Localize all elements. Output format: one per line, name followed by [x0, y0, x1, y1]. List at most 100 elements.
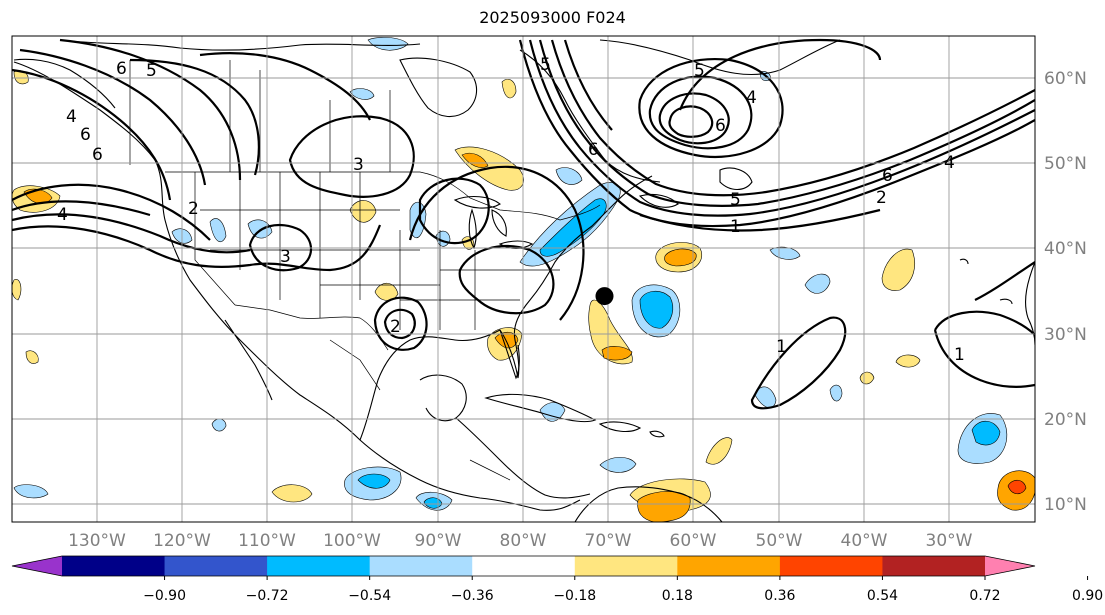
- shade-52w-blue: [769, 246, 801, 260]
- contour-label: 2: [876, 188, 887, 208]
- contour-pac-4: [129, 58, 260, 176]
- coast-arctic: [59, 39, 421, 51]
- contour-atl-1d: [974, 261, 1035, 301]
- lon-tick-label: 40°W: [841, 531, 888, 551]
- lon-axis: 130°W 120°W 110°W 100°W 90°W 80°W 70°W 6…: [68, 531, 973, 551]
- coast-pr: [649, 430, 665, 438]
- contour-label: 4: [57, 205, 68, 225]
- contour-low-2: [373, 296, 428, 351]
- contour-label: 5: [146, 61, 157, 81]
- contour-pac-3: [59, 38, 242, 181]
- map-title: 2025093000 F024: [479, 8, 626, 27]
- map-frame-bg: [12, 36, 1035, 522]
- contour-pac-2: [19, 48, 207, 186]
- shade-carib-blue: [599, 457, 637, 473]
- coast-yucatan: [419, 374, 467, 422]
- contour-atl-1c: [933, 329, 1035, 388]
- map-layer: 6 5 6 4 3 3 2 2 6 5 6 4 6 2 4 1 1 1 5 5 …: [12, 36, 1035, 522]
- coast-hispaniola: [598, 421, 642, 433]
- shade-hudson-blue: [367, 37, 409, 51]
- contour-west-1: [12, 224, 382, 272]
- lon-tick-label: 130°W: [68, 531, 126, 551]
- contour-trough-2: [458, 245, 555, 315]
- coast-hudson: [399, 57, 478, 118]
- colorbar-extend-low: [12, 556, 62, 576]
- colorbar-swatch: [267, 556, 371, 576]
- shade-42w-yellow: [859, 371, 875, 385]
- lon-tick-label: 50°W: [756, 531, 803, 551]
- colorbar-swatch: [574, 556, 678, 576]
- shade-pac-mid: [357, 473, 391, 489]
- coast-alaska: [13, 58, 116, 109]
- colorbar-label: −0.72: [246, 588, 289, 604]
- border-mexico: [329, 339, 381, 391]
- shade-pac-blue-sm: [211, 418, 227, 432]
- shade-45w-blue: [804, 273, 831, 294]
- coast-west-na: [13, 61, 581, 511]
- contour-label: 1: [954, 345, 965, 365]
- colorbar-label: 0.54: [867, 588, 898, 604]
- colorbar-swatch: [677, 556, 781, 576]
- colorbar-label: 0.72: [969, 588, 1000, 604]
- shade-32w-yellow: [895, 354, 921, 368]
- contour-nlow-2: [648, 75, 753, 150]
- shade-kansas-yellow: [349, 200, 377, 223]
- coast-labrador: [519, 49, 661, 183]
- colorbar-extend-high: [985, 556, 1035, 576]
- contour-ridge-4: [550, 39, 1035, 197]
- shade-west-blue: [13, 484, 49, 499]
- lon-tick-label: 70°W: [585, 531, 632, 551]
- colorbar-label: −0.18: [553, 588, 596, 604]
- lon-tick-label: 80°W: [500, 531, 547, 551]
- coast-nova-scotia: [638, 193, 679, 208]
- contour-label: 2: [188, 199, 199, 219]
- shade-60w-orange: [664, 248, 697, 267]
- contour-label: 6: [80, 125, 91, 145]
- contour-west-3: [12, 200, 151, 217]
- border-us-canada: [165, 171, 601, 221]
- lat-tick-label: 40°N: [1044, 239, 1087, 259]
- shade-atl-orange: [601, 346, 633, 361]
- contour-labels: 6 5 6 4 3 3 2 2 6 5 6 4 6 2 4 1 1 1 5 5 …: [57, 55, 965, 365]
- lon-tick-label: 100°W: [323, 531, 381, 551]
- coast-cuba: [484, 393, 597, 423]
- shade-rockies-blue2: [209, 218, 227, 243]
- colorbar-label: 0.90: [1072, 588, 1103, 604]
- lon-tick-label: 110°W: [238, 531, 296, 551]
- contour-label: 4: [944, 153, 955, 173]
- contour-label: 3: [280, 247, 291, 267]
- colorbar-swatch: [62, 556, 166, 576]
- contour-west-4: [12, 183, 211, 241]
- contour-atl-1a: [750, 316, 847, 410]
- contour-low-3: [288, 115, 415, 198]
- lake-huron: [491, 209, 507, 237]
- lon-tick-label: 30°W: [926, 531, 973, 551]
- colorbar-swatch: [472, 556, 576, 576]
- contour-trough-3: [408, 165, 585, 321]
- coast-newfoundland: [719, 167, 753, 191]
- contour-label: 5: [540, 55, 551, 75]
- contour-label: 5: [694, 61, 705, 81]
- contour-low-3b: [248, 223, 313, 272]
- shade-atl-mid: [639, 291, 674, 329]
- lat-tick-label: 10°N: [1044, 495, 1087, 515]
- contour-mid-1: [639, 208, 881, 232]
- colorbar-label: 0.36: [764, 588, 795, 604]
- shade-canada-blue: [349, 88, 375, 100]
- shade-pac-yellow: [271, 484, 313, 503]
- colorbar-label: 0.18: [662, 588, 693, 604]
- contour-ridge-1: [518, 39, 1035, 228]
- shade-canada-yellow: [501, 79, 517, 99]
- colorbar-swatch: [779, 556, 883, 576]
- shade-58w-yellow: [705, 437, 733, 465]
- contour-label: 2: [390, 317, 401, 337]
- coast-azores: [999, 298, 1013, 305]
- shade-rockies-blue: [247, 219, 273, 239]
- coast-gulf: [359, 175, 653, 441]
- contour-west-2: [12, 213, 251, 254]
- contour-label: 1: [730, 217, 741, 237]
- lon-tick-label: 90°W: [415, 531, 462, 551]
- lon-tick-label: 60°W: [670, 531, 717, 551]
- border-ca-states: [469, 459, 511, 481]
